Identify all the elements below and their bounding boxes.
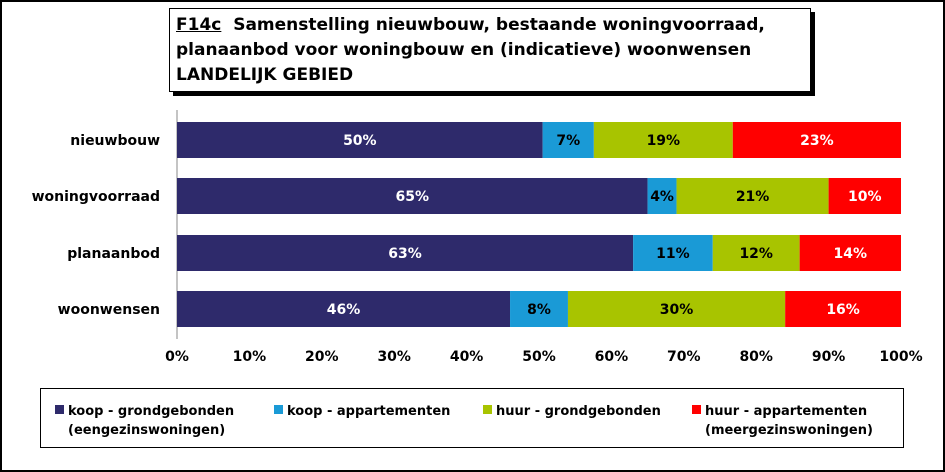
category-label: woningvoorraad: [32, 189, 160, 205]
x-tick-label: 100%: [879, 349, 922, 365]
chart-title-line2: planaanbod voor woningbouw en (indicatie…: [176, 40, 752, 60]
data-label: 46%: [327, 302, 361, 318]
legend-label: huur - appartementen: [705, 404, 868, 419]
data-label: 10%: [848, 189, 882, 205]
x-tick-label: 0%: [165, 349, 189, 365]
data-label: 63%: [388, 246, 422, 262]
legend-swatch-koop-grondgebonden: [55, 405, 64, 414]
category-label: nieuwbouw: [70, 133, 160, 149]
bar-segment-huur-grondgebonden: [712, 235, 800, 271]
data-label: 30%: [660, 302, 694, 318]
legend-swatch-huur-grondgebonden: [483, 405, 492, 414]
x-tick-label: 30%: [377, 349, 411, 365]
bar-segment-huur-appartementen: [828, 178, 901, 214]
data-label: 16%: [826, 302, 860, 318]
legend-swatch-koop-appartementen: [274, 405, 283, 414]
chart-title-line3: LANDELIJK GEBIED: [176, 65, 354, 85]
bar-segment-huur-grondgebonden: [593, 122, 733, 158]
data-label: 14%: [834, 246, 868, 262]
bar-segment-huur-appartementen: [799, 235, 901, 271]
chart-title-box: F14c Samenstelling nieuwbouw, bestaande …: [169, 8, 811, 92]
legend-sublabel: (eengezinswoningen): [68, 423, 226, 438]
legend-item-huur-appartementen: huur - appartementen (meergezinswoningen…: [692, 402, 873, 440]
legend-label: huur - grondgebonden: [496, 404, 661, 419]
bar-segment-koop-appartementen: [542, 122, 594, 158]
bar-segment-huur-appartementen: [732, 122, 901, 158]
chart-title-text1: Samenstelling nieuwbouw, bestaande wonin…: [233, 15, 765, 35]
data-label: 7%: [556, 133, 580, 149]
data-label: 65%: [396, 189, 430, 205]
data-label: 12%: [739, 246, 773, 262]
legend-item-koop-appartementen: koop - appartementen: [274, 402, 450, 421]
legend-item-huur-grondgebonden: huur - grondgebonden: [483, 402, 661, 421]
x-tick-label: 70%: [667, 349, 701, 365]
data-label: 50%: [343, 133, 377, 149]
legend-sublabel: (meergezinswoningen): [705, 423, 873, 438]
chart-title-line1: F14c Samenstelling nieuwbouw, bestaande …: [176, 13, 804, 38]
bar-segment-koop-grondgebonden: [177, 235, 634, 271]
x-tick-label: 40%: [450, 349, 484, 365]
bar-segment-koop-appartementen: [647, 178, 677, 214]
bar-segment-koop-appartementen: [633, 235, 713, 271]
legend-label: koop - grondgebonden: [68, 404, 235, 419]
bar-segment-huur-grondgebonden: [676, 178, 829, 214]
category-label: planaanbod: [67, 246, 160, 262]
bar-segment-koop-grondgebonden: [177, 122, 543, 158]
x-tick-label: 20%: [305, 349, 339, 365]
x-tick-label: 90%: [812, 349, 846, 365]
data-label: 23%: [800, 133, 834, 149]
chart-legend: koop - grondgebonden (eengezinswoningen)…: [40, 388, 904, 448]
bar-segment-koop-grondgebonden: [177, 178, 648, 214]
bar-segment-koop-appartementen: [510, 291, 568, 327]
x-tick-label: 10%: [233, 349, 267, 365]
data-label: 11%: [656, 246, 690, 262]
chart-title-code: F14c: [176, 15, 222, 35]
data-label: 21%: [736, 189, 770, 205]
data-label: 4%: [650, 189, 674, 205]
x-tick-label: 80%: [739, 349, 773, 365]
legend-swatch-huur-appartementen: [692, 405, 701, 414]
bar-segment-huur-grondgebonden: [567, 291, 786, 327]
data-label: 19%: [647, 133, 681, 149]
x-tick-label: 50%: [522, 349, 556, 365]
legend-item-koop-grondgebonden: koop - grondgebonden (eengezinswoningen): [55, 402, 234, 440]
legend-label: koop - appartementen: [287, 404, 451, 419]
data-label: 8%: [527, 302, 551, 318]
x-tick-label: 60%: [595, 349, 629, 365]
category-label: woonwensen: [58, 302, 160, 318]
bar-segment-huur-appartementen: [785, 291, 901, 327]
bar-segment-koop-grondgebonden: [177, 291, 511, 327]
